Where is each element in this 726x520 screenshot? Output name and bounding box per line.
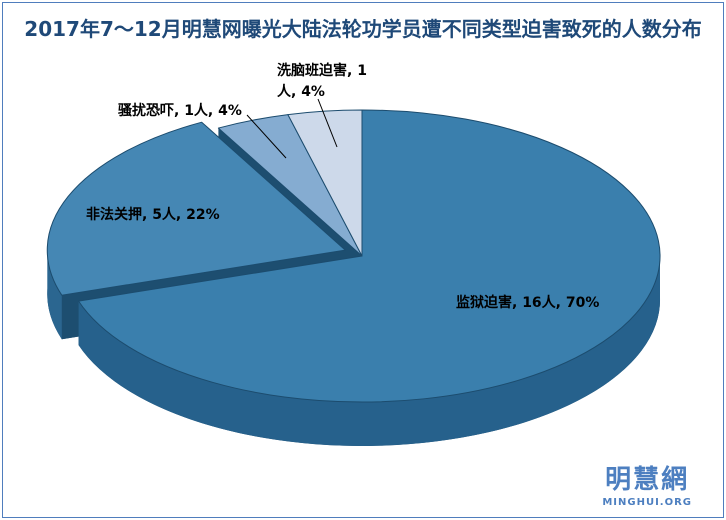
- pie-top-1: [46, 121, 346, 296]
- leader-line-brainwashing: [317, 98, 338, 148]
- slice-label-detention: 非法关押, 5人, 22%: [86, 207, 220, 223]
- minghui-logo-cn: 明慧網: [605, 465, 690, 495]
- leader-line-harassment: [246, 114, 287, 159]
- pie-rim-0: [78, 256, 661, 446]
- minghui-logo-en: MINGHUI.ORG: [602, 497, 692, 508]
- slice-label-prison: 监狱迫害, 16人, 70%: [456, 295, 600, 311]
- pie-top-0: [78, 109, 661, 403]
- slice-label-harassment: 骚扰恐吓, 1人, 4%: [118, 103, 242, 119]
- minghui-logo: 明慧網 MINGHUI.ORG: [602, 459, 692, 508]
- pie-top-3: [287, 109, 363, 257]
- slice-label-brainwashing: 洗脑班迫害, 1人, 4%: [277, 63, 367, 100]
- chart-title: 2017年7～12月明慧网曝光大陆法轮功学员遭不同类型迫害致死的人数分布: [24, 17, 702, 41]
- pie-rim-1: [47, 250, 62, 340]
